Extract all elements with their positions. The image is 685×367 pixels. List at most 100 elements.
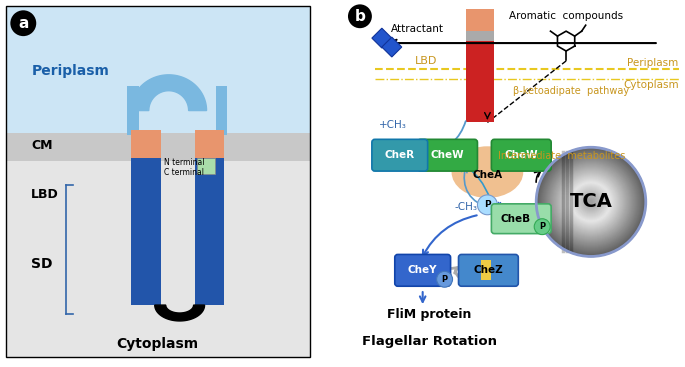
Circle shape <box>534 219 550 235</box>
Polygon shape <box>131 75 207 110</box>
Bar <box>216 86 227 135</box>
Circle shape <box>544 155 638 248</box>
Text: +CH₃: +CH₃ <box>379 120 407 130</box>
Circle shape <box>555 166 627 237</box>
Text: P: P <box>442 275 447 284</box>
Bar <box>6 6 310 133</box>
Circle shape <box>572 183 610 221</box>
Circle shape <box>589 200 593 204</box>
Bar <box>466 41 495 123</box>
Text: TCA: TCA <box>569 192 612 211</box>
Circle shape <box>537 148 645 255</box>
Circle shape <box>575 186 607 218</box>
FancyBboxPatch shape <box>418 139 477 171</box>
Circle shape <box>586 197 596 207</box>
Bar <box>482 261 491 280</box>
Circle shape <box>587 198 595 206</box>
FancyBboxPatch shape <box>395 254 451 286</box>
Bar <box>466 9 495 31</box>
Bar <box>6 133 310 161</box>
Circle shape <box>580 191 602 213</box>
Circle shape <box>560 171 622 233</box>
Circle shape <box>568 179 614 225</box>
Circle shape <box>536 147 646 257</box>
Text: LBD: LBD <box>414 56 437 66</box>
Text: CheW: CheW <box>504 150 538 160</box>
Circle shape <box>570 181 612 223</box>
Text: LBD: LBD <box>32 188 59 201</box>
Text: CheZ: CheZ <box>473 265 503 275</box>
Circle shape <box>584 195 598 209</box>
Text: -CH₃: -CH₃ <box>455 202 478 212</box>
Circle shape <box>567 178 615 226</box>
Text: CheY: CheY <box>408 265 438 275</box>
Circle shape <box>543 154 639 250</box>
Circle shape <box>436 271 453 287</box>
Circle shape <box>547 158 635 246</box>
Text: N terminal: N terminal <box>164 158 204 167</box>
Circle shape <box>588 199 594 205</box>
Circle shape <box>576 187 606 217</box>
Circle shape <box>563 174 619 230</box>
Bar <box>195 130 225 158</box>
Text: Cytoplasm: Cytoplasm <box>623 80 679 90</box>
Circle shape <box>556 167 626 237</box>
Circle shape <box>579 190 603 214</box>
Text: CheW: CheW <box>431 150 464 160</box>
Circle shape <box>583 194 599 210</box>
Circle shape <box>550 161 632 243</box>
Circle shape <box>571 182 611 222</box>
Text: CheB: CheB <box>500 214 530 224</box>
Ellipse shape <box>451 146 523 198</box>
FancyBboxPatch shape <box>491 204 551 234</box>
Circle shape <box>539 150 643 254</box>
Circle shape <box>566 177 616 227</box>
Text: CheA: CheA <box>473 170 503 180</box>
Circle shape <box>569 180 613 224</box>
Circle shape <box>565 176 617 228</box>
Text: Periplasm: Periplasm <box>627 58 679 68</box>
Text: β-ketoadipate  pathway: β-ketoadipate pathway <box>513 86 629 96</box>
Circle shape <box>564 175 618 229</box>
Circle shape <box>582 193 600 211</box>
Bar <box>466 31 495 41</box>
Bar <box>131 130 161 158</box>
Circle shape <box>585 196 597 208</box>
Circle shape <box>553 164 629 240</box>
Circle shape <box>548 159 634 244</box>
Circle shape <box>557 168 625 236</box>
Circle shape <box>574 185 608 219</box>
Text: a: a <box>18 16 29 31</box>
Text: b: b <box>355 9 365 24</box>
Circle shape <box>543 153 640 251</box>
Circle shape <box>545 156 637 247</box>
Circle shape <box>590 201 592 203</box>
Circle shape <box>561 172 621 232</box>
Text: Flagellar Rotation: Flagellar Rotation <box>362 335 497 348</box>
Text: CM: CM <box>32 139 53 152</box>
Bar <box>195 158 225 305</box>
Text: Periplasm: Periplasm <box>32 64 109 78</box>
Text: SD: SD <box>32 257 53 271</box>
Circle shape <box>348 4 372 28</box>
Polygon shape <box>155 305 205 321</box>
Circle shape <box>551 162 631 241</box>
Circle shape <box>581 192 601 212</box>
Text: Intermediate  metabolites: Intermediate metabolites <box>499 151 626 161</box>
Circle shape <box>538 149 644 254</box>
Circle shape <box>477 195 497 215</box>
Circle shape <box>562 173 620 230</box>
Bar <box>131 158 161 305</box>
Circle shape <box>558 169 624 235</box>
FancyBboxPatch shape <box>491 139 551 171</box>
Text: Attractant: Attractant <box>391 24 444 34</box>
Polygon shape <box>372 28 392 48</box>
Bar <box>6 161 310 357</box>
Text: P: P <box>539 222 545 231</box>
Circle shape <box>578 189 604 215</box>
Circle shape <box>577 188 605 216</box>
Circle shape <box>559 170 623 234</box>
FancyBboxPatch shape <box>372 139 427 171</box>
Text: Cytoplasm: Cytoplasm <box>116 337 199 351</box>
Text: C terminal: C terminal <box>164 168 203 177</box>
